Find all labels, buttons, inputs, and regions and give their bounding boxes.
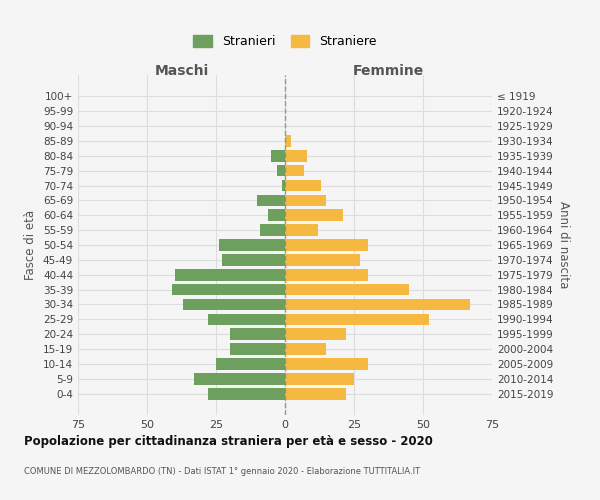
Bar	[183, 298, 285, 310]
Bar	[221, 254, 285, 266]
Bar	[285, 194, 326, 206]
Bar	[285, 284, 409, 296]
Bar	[285, 358, 368, 370]
Bar	[285, 328, 346, 340]
Bar	[208, 388, 285, 400]
Bar	[208, 314, 285, 325]
Bar	[285, 165, 304, 176]
Bar	[277, 165, 285, 176]
Bar	[285, 388, 346, 400]
Y-axis label: Anni di nascita: Anni di nascita	[557, 202, 570, 288]
Bar	[285, 314, 428, 325]
Bar	[285, 254, 359, 266]
Bar	[285, 210, 343, 221]
Legend: Stranieri, Straniere: Stranieri, Straniere	[188, 30, 382, 53]
Bar	[271, 150, 285, 162]
Text: Maschi: Maschi	[154, 64, 209, 78]
Bar	[230, 344, 285, 355]
Bar	[260, 224, 285, 236]
Bar	[282, 180, 285, 192]
Bar	[285, 344, 326, 355]
Bar	[268, 210, 285, 221]
Text: COMUNE DI MEZZOLOMBARDO (TN) - Dati ISTAT 1° gennaio 2020 - Elaborazione TUTTITA: COMUNE DI MEZZOLOMBARDO (TN) - Dati ISTA…	[24, 468, 420, 476]
Bar	[257, 194, 285, 206]
Bar	[194, 373, 285, 384]
Bar	[285, 180, 321, 192]
Text: Popolazione per cittadinanza straniera per età e sesso - 2020: Popolazione per cittadinanza straniera p…	[24, 435, 433, 448]
Bar	[230, 328, 285, 340]
Bar	[172, 284, 285, 296]
Bar	[285, 224, 318, 236]
Bar	[285, 269, 368, 280]
Text: Femmine: Femmine	[353, 64, 424, 78]
Bar	[285, 298, 470, 310]
Bar	[175, 269, 285, 280]
Bar	[216, 358, 285, 370]
Bar	[285, 373, 354, 384]
Bar	[219, 239, 285, 251]
Bar	[285, 135, 290, 146]
Bar	[285, 239, 368, 251]
Y-axis label: Fasce di età: Fasce di età	[25, 210, 37, 280]
Bar	[285, 150, 307, 162]
